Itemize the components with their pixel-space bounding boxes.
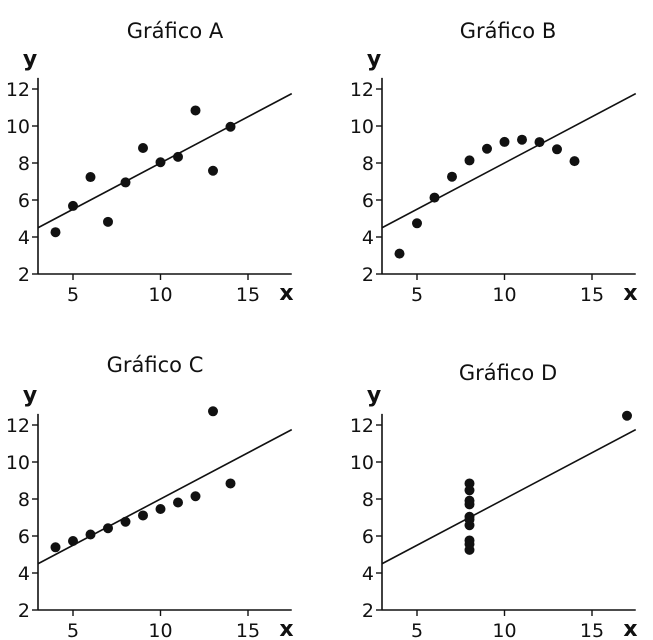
x-tick-label: 10 — [492, 620, 516, 640]
y-tick-label: 4 — [18, 227, 30, 249]
y-axis-label: y — [367, 47, 381, 72]
y-tick-label: 10 — [6, 452, 30, 474]
y-tick-label: 10 — [350, 452, 374, 474]
data-point — [225, 478, 236, 489]
x-tick-label: 5 — [67, 284, 79, 306]
data-point — [464, 478, 475, 489]
regression-line — [381, 428, 637, 565]
x-tick-label: 5 — [67, 620, 79, 640]
x-tick-label: 10 — [148, 284, 172, 306]
data-point — [517, 134, 527, 145]
y-tick-label: 8 — [18, 153, 30, 175]
data-point — [464, 514, 475, 525]
y-tick-label: 6 — [362, 526, 374, 548]
x-axis-label: x — [279, 281, 293, 306]
x-tick-label: 5 — [411, 284, 423, 306]
y-tick-label: 12 — [6, 415, 30, 437]
data-point — [138, 143, 148, 154]
x-tick-label: 10 — [492, 284, 516, 306]
data-point — [464, 495, 475, 506]
data-point — [85, 172, 96, 183]
x-axis-label: x — [279, 617, 293, 640]
x-tick-label: 10 — [148, 620, 172, 640]
data-point — [68, 200, 78, 211]
data-point — [569, 156, 580, 167]
data-point — [447, 171, 457, 182]
data-point — [464, 155, 475, 166]
data-point — [85, 529, 96, 540]
x-axis-label: x — [623, 617, 637, 640]
y-tick-label: 10 — [6, 116, 30, 138]
y-tick-label: 2 — [362, 264, 374, 286]
y-axis-label: y — [23, 47, 37, 72]
y-tick-label: 8 — [362, 153, 374, 175]
y-tick-label: 2 — [18, 264, 30, 286]
data-point — [120, 177, 131, 188]
data-point — [50, 227, 61, 238]
y-tick-label: 6 — [18, 190, 30, 212]
data-point — [552, 144, 562, 155]
y-axis-label: y — [23, 383, 37, 408]
data-point — [173, 151, 183, 162]
regression-line — [381, 92, 637, 229]
data-point — [208, 165, 218, 176]
y-tick-label: 8 — [18, 489, 30, 511]
regression-line — [37, 428, 293, 565]
y-axis-label: y — [367, 383, 381, 408]
chart-title: Gráfico C — [107, 353, 204, 377]
data-point — [412, 218, 422, 229]
x-tick-label: 15 — [236, 620, 260, 640]
y-tick-label: 4 — [362, 227, 374, 249]
data-point — [622, 410, 632, 421]
x-tick-label: 15 — [580, 620, 604, 640]
data-point — [534, 137, 545, 148]
x-tick-label: 15 — [236, 284, 260, 306]
y-tick-label: 2 — [362, 600, 374, 622]
chart-panel-4: Gráfico D y x 5 10 15 2 4 6 8 10 12 — [350, 361, 638, 640]
data-point — [499, 136, 510, 147]
data-point — [208, 406, 218, 417]
x-axis-label: x — [623, 281, 637, 306]
data-point — [394, 248, 405, 259]
chart-title: Gráfico D — [459, 361, 557, 385]
data-point — [155, 157, 166, 168]
y-tick-label: 6 — [362, 190, 374, 212]
chart-panel-3: Gráfico C y x 5 10 15 2 4 6 8 10 12 — [6, 353, 294, 640]
data-point — [103, 216, 113, 227]
y-tick-label: 2 — [18, 600, 30, 622]
data-point — [482, 143, 492, 154]
data-point — [173, 497, 183, 508]
x-tick-label: 5 — [411, 620, 423, 640]
data-point — [50, 542, 61, 553]
y-tick-label: 12 — [6, 79, 30, 101]
data-point — [225, 121, 236, 132]
data-point — [464, 485, 475, 496]
x-tick-label: 15 — [580, 284, 604, 306]
data-point — [190, 491, 201, 502]
data-point — [155, 503, 166, 514]
chart-panel-1: Gráfico A y x 5 10 15 2 4 6 8 10 12 — [6, 19, 294, 306]
y-tick-label: 4 — [18, 563, 30, 585]
y-tick-label: 12 — [350, 415, 374, 437]
chart-title: Gráfico A — [127, 19, 224, 43]
y-tick-label: 12 — [350, 79, 374, 101]
chart-panel-2: Gráfico B y x 5 10 15 2 4 6 8 10 12 — [350, 19, 638, 306]
y-tick-label: 4 — [362, 563, 374, 585]
data-point — [464, 539, 475, 550]
data-point — [68, 535, 78, 546]
y-tick-label: 6 — [18, 526, 30, 548]
data-point — [103, 523, 113, 534]
y-tick-label: 8 — [362, 489, 374, 511]
data-point — [138, 510, 148, 521]
data-point — [190, 105, 201, 116]
chart-title: Gráfico B — [460, 19, 556, 43]
data-point — [120, 516, 131, 527]
data-point — [429, 192, 440, 203]
y-tick-label: 10 — [350, 116, 374, 138]
